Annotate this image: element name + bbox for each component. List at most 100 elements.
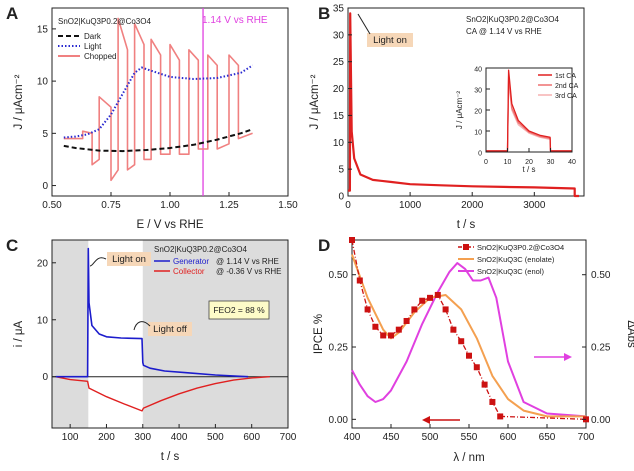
ipce-point: [497, 413, 504, 420]
c-xtick-label-6: 700: [280, 432, 297, 443]
panel-a: A 0.50 0.75 1.00 1.25 1.50 0 5 10 15 SnO2|KuQ3P0…: [6, 4, 298, 231]
inset-legend-label-1: 1st CA: [555, 73, 576, 80]
a-ytick-label-3: 15: [37, 24, 49, 35]
b-ytick-label-3: 15: [333, 111, 345, 122]
inset-ticks: 0 10 20 30 40 0 10 20 30 40: [474, 67, 576, 167]
c-light-off-arrow: [133, 321, 151, 331]
a-ytick-label-1: 5: [42, 129, 48, 140]
d-ytick-label-2: 0.50: [329, 270, 349, 281]
ipce-point: [481, 381, 488, 388]
panel-a-series: [63, 17, 254, 182]
panel-b-ylabel: J / μAcm⁻²: [309, 74, 321, 129]
panel-b-frame: [347, 7, 585, 197]
ipce-point: [489, 398, 496, 405]
c-ytick-label-1: 10: [37, 315, 49, 326]
panel-letter-a: A: [6, 4, 18, 23]
light-on-arrow: [357, 13, 371, 35]
ipce-point: [419, 297, 426, 304]
c-ytick-label-0: 0: [42, 372, 48, 383]
panel-d-legend: SnO2|KuQ3P0.2@Co3O4 SnO2|KuQ3C (enolate)…: [458, 243, 564, 276]
inset-xtick-label-2: 20: [525, 159, 533, 166]
panel-d-series: [349, 237, 589, 423]
panel-b-series: [348, 12, 579, 198]
ipce-point: [403, 317, 410, 324]
c-ytick-label-2: 20: [37, 258, 49, 269]
c-light-on-label: Light on: [112, 254, 146, 265]
d-xtick-label-6: 700: [578, 432, 595, 443]
series-light: [63, 64, 254, 139]
panel-letter-b: B: [318, 4, 330, 23]
panel-c-title: SnO2|KuQ3P0.2@Co3O4: [154, 245, 247, 254]
b-xtick-label-1: 1000: [399, 200, 422, 211]
ipce-point: [380, 332, 387, 339]
inset-ytick-label-1: 10: [474, 130, 482, 137]
ipce-point: [372, 323, 379, 330]
panel-d: D 400 450 500 550 600 650 700 0.00 0.25 0.50 0.00 0…: [313, 236, 634, 464]
ipce-point: [356, 277, 363, 284]
panel-letter-d: D: [318, 236, 330, 255]
legend-text-generator: @ 1.14 V vs RHE: [216, 257, 279, 266]
ipce-point: [364, 306, 371, 313]
legend-label-d1: SnO2|KuQ3P0.2@Co3O4: [477, 243, 564, 252]
d-xtick-label-0: 400: [344, 432, 361, 443]
panel-c-ticks: 100 200 300 400 500 600 700 0 10 20: [37, 258, 297, 443]
series-ipce: [351, 239, 587, 420]
legend-label-d2: SnO2|KuQ3C (enolate): [477, 255, 555, 264]
series-enol: [351, 262, 587, 418]
c-light-off-box: [148, 322, 192, 336]
panel-c-series: [55, 247, 270, 412]
ipce-point: [458, 338, 465, 345]
d-right-ytick-label-2: 0.50: [591, 270, 611, 281]
series-generator: [55, 247, 249, 378]
inset-xlabel: t / s: [523, 165, 536, 174]
inset-legend-label-3: 3rd CA: [555, 93, 577, 100]
ipce-point: [434, 291, 441, 298]
panel-b-xlabel: t / s: [457, 219, 476, 231]
c-light-on-box: [107, 252, 151, 266]
panel-c-xlabel: t / s: [161, 451, 180, 463]
inset-frame: [485, 67, 573, 153]
a-ytick-label-0: 0: [42, 181, 48, 192]
legend-marker-d1: [463, 244, 469, 250]
panel-d-ylabel-right: ΔAbs: [625, 320, 634, 348]
inset-ytick-label-0: 0: [478, 151, 482, 158]
ipce-point: [466, 352, 472, 359]
a-ytick-label-2: 10: [37, 77, 49, 88]
light-on-label: Light on: [373, 35, 407, 46]
c-light-on-arrow: [89, 257, 107, 267]
panel-a-ylabel: J / μAcm⁻²: [13, 74, 25, 129]
inset-ytick-label-4: 40: [474, 67, 482, 74]
d-xtick-label-1: 450: [383, 432, 400, 443]
panel-a-legend: Dark Light Chopped: [58, 32, 116, 61]
b-xtick-label-3: 3000: [523, 200, 546, 211]
panel-a-potential-label: 1.14 V vs RHE: [202, 15, 268, 26]
faradaic-efficiency-box: [208, 300, 270, 320]
b-ytick-label-2: 10: [333, 138, 345, 149]
legend-label-d3: SnO2|KuQ3C (enol): [477, 267, 544, 276]
c-xtick-label-4: 500: [207, 432, 224, 443]
inset-legend-label-2: 2nd CA: [555, 83, 579, 90]
d-xtick-label-4: 600: [500, 432, 517, 443]
a-xtick-label-1: 0.75: [101, 200, 121, 211]
b-ytick-label-6: 30: [333, 30, 345, 41]
c-xtick-label-5: 600: [243, 432, 260, 443]
legend-text-collector: @ -0.36 V vs RHE: [216, 267, 281, 276]
legend-label-generator: Generator: [173, 257, 209, 266]
panel-c-legend: Generator @ 1.14 V vs RHE Collector @ -0…: [154, 257, 281, 276]
b-ytick-label-7: 35: [333, 4, 345, 15]
panel-d-ticks: 400 450 500 550 600 650 700 0.00 0.25 0.50 0.00 0.2…: [329, 270, 611, 443]
b-ytick-label-1: 5: [338, 165, 344, 176]
ipce-point: [442, 306, 449, 313]
panel-c-ylabel: i / μA: [13, 320, 25, 347]
panel-c-frame: [51, 239, 289, 429]
inset-series-1: [486, 69, 572, 152]
axis-arrow-right: [534, 353, 572, 361]
legend-label-dark: Dark: [84, 32, 102, 41]
dark-region-0: [52, 240, 89, 428]
b-ytick-label-4: 20: [333, 84, 345, 95]
series-chopped: [63, 17, 253, 182]
a-xtick-label-3: 1.25: [219, 200, 239, 211]
